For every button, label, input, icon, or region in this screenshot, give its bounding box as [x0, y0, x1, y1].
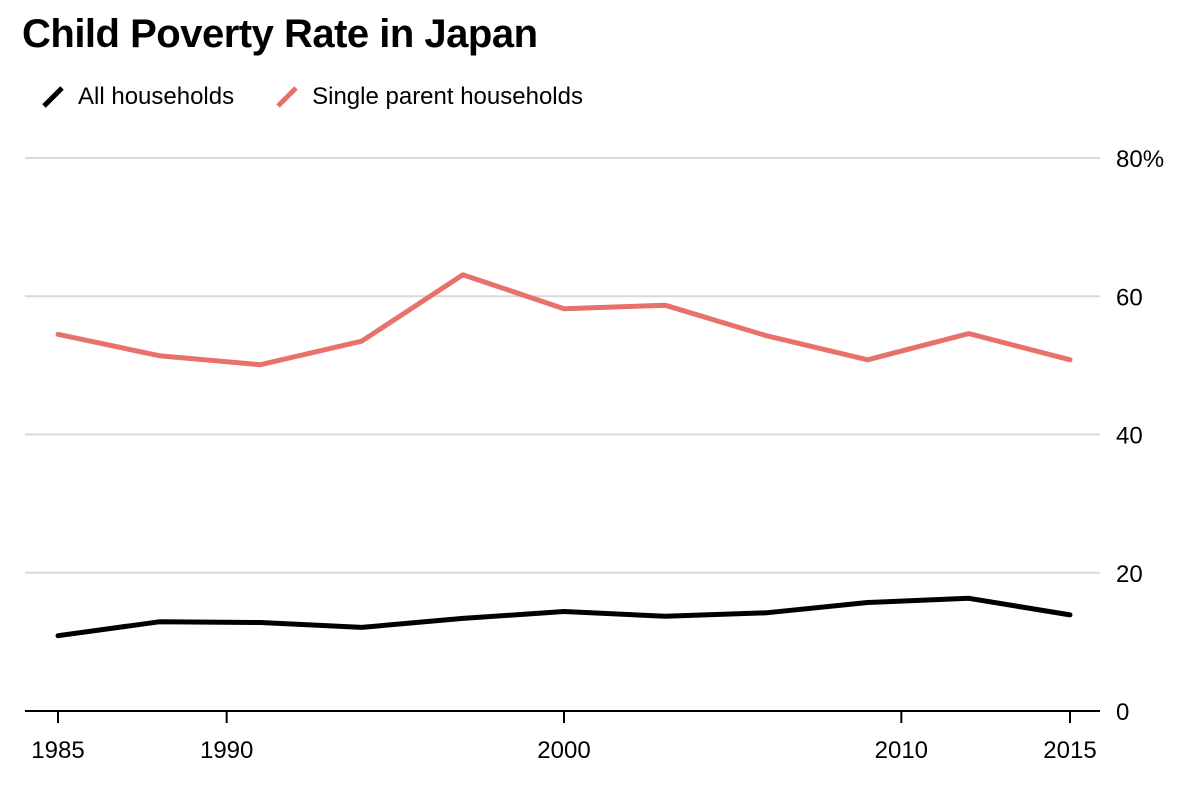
series-line-single-parent-households: [55, 272, 1073, 368]
legend-item-all-households: All households: [40, 83, 234, 111]
legend-item-single-parent-households: Single parent households: [274, 83, 583, 111]
legend-swatch-single-parent-households-icon: [276, 86, 298, 108]
y-tick-label-80: 80%: [1116, 146, 1164, 173]
x-tick-label-2010: 2010: [875, 737, 928, 764]
legend-label-all-households: All households: [78, 83, 235, 110]
y-tick-label-40: 40: [1116, 423, 1143, 450]
y-tick-label-20: 20: [1116, 561, 1143, 588]
series-line-all-households: [55, 595, 1073, 639]
chart-title: Child Poverty Rate in Japan: [22, 12, 538, 56]
x-tick-label-2015: 2015: [1043, 737, 1096, 764]
y-tick-label-60: 60: [1116, 284, 1143, 311]
legend-label-single-parent-households: Single parent households: [312, 83, 583, 110]
x-tick-label-1990: 1990: [200, 737, 253, 764]
legend: All households Single parent households: [40, 80, 623, 114]
legend-swatch-all-households-icon: [42, 86, 64, 108]
x-tick-label-2000: 2000: [537, 737, 590, 764]
y-tick-label-0: 0: [1116, 699, 1129, 726]
x-tick-label-1985: 1985: [31, 737, 84, 764]
